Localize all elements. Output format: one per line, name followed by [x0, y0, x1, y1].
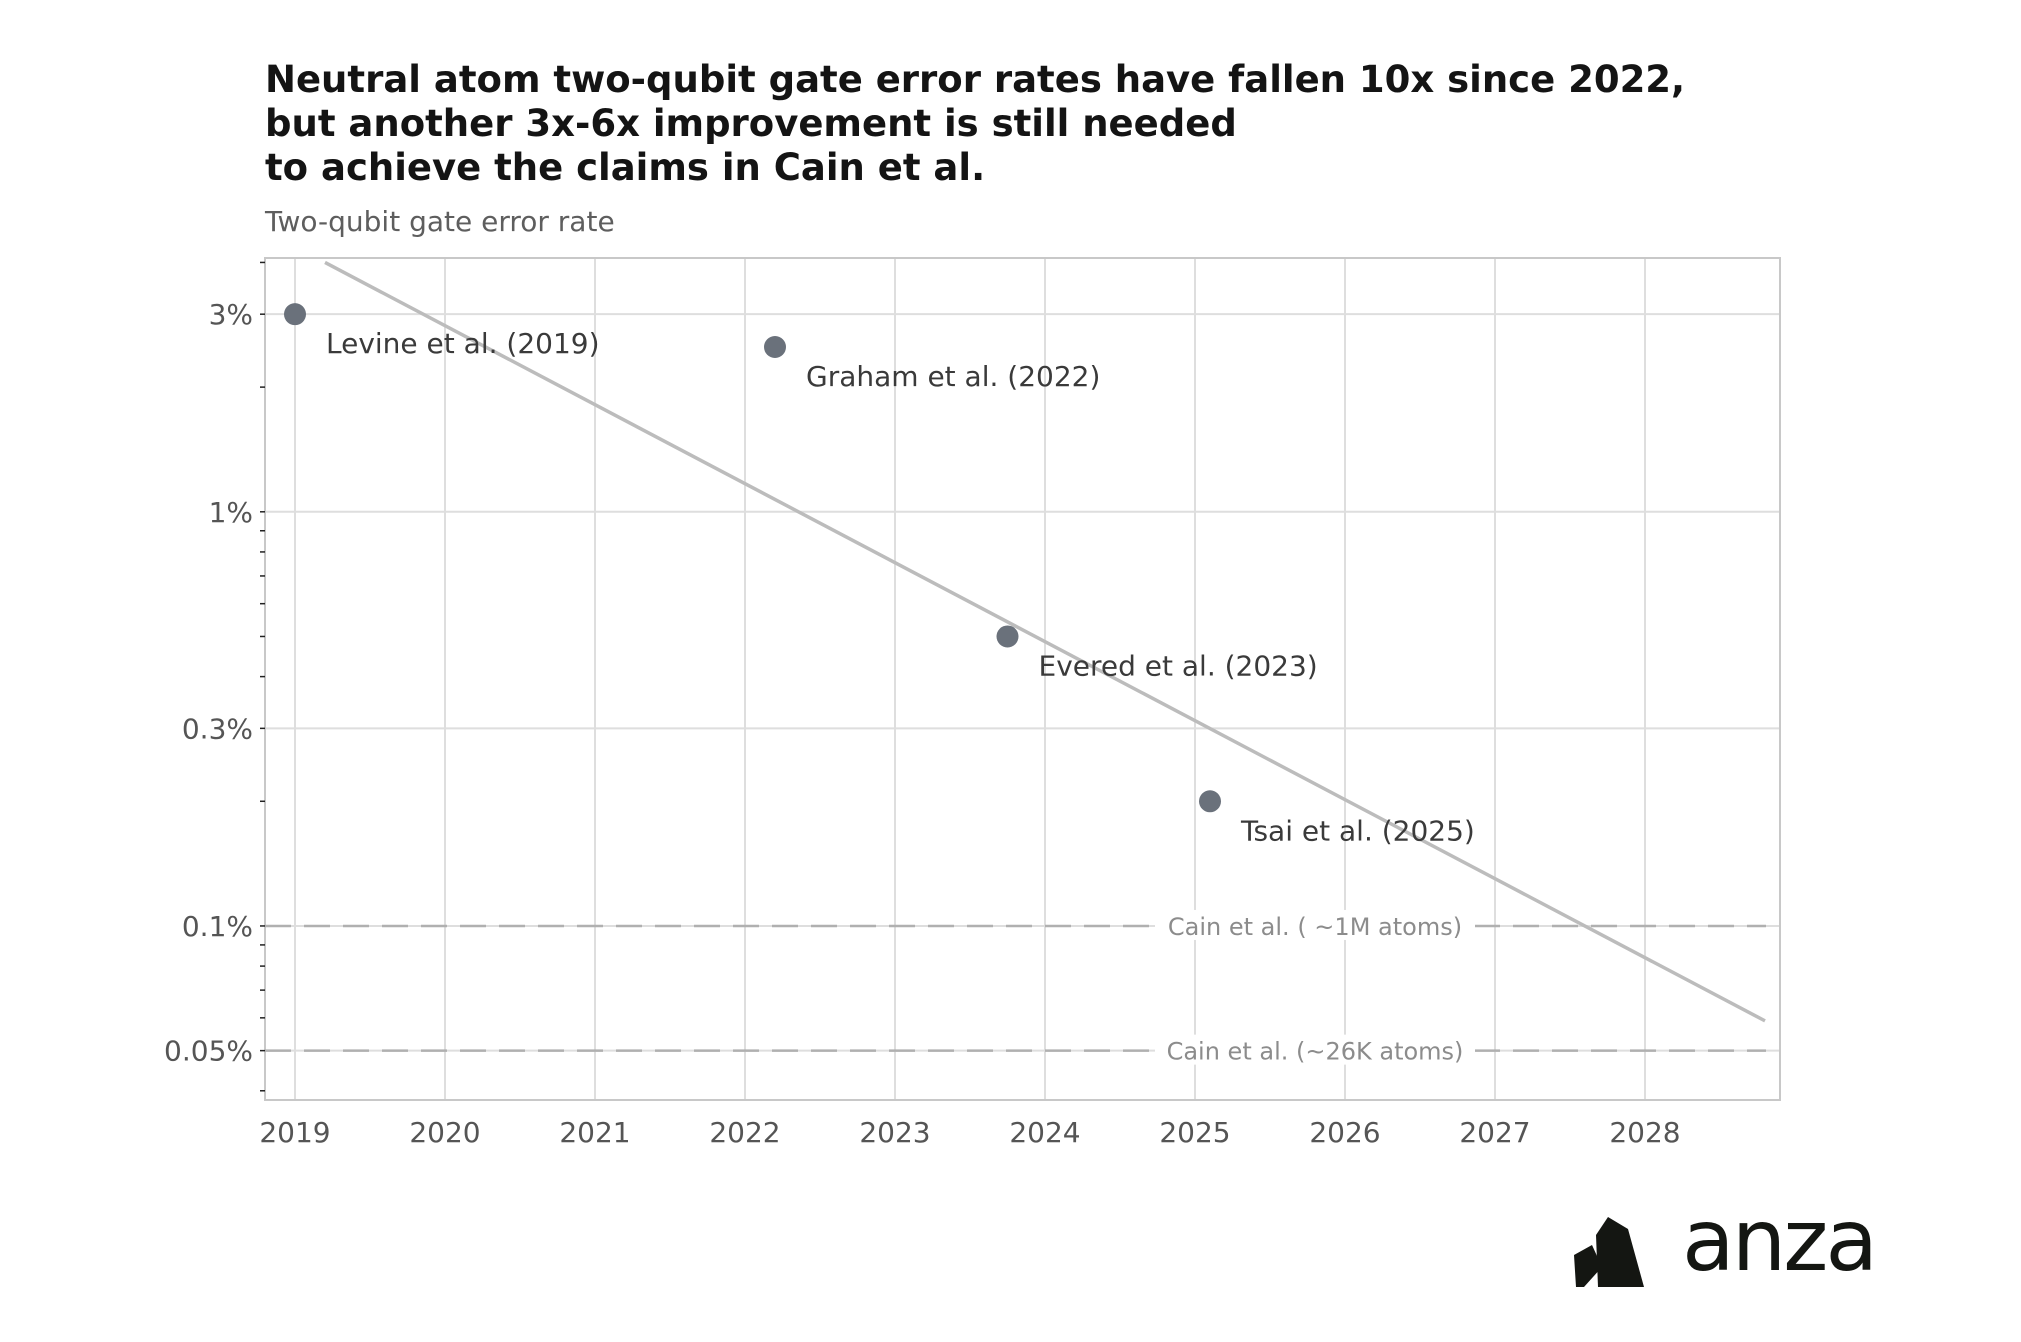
data-point-0: [284, 303, 306, 326]
reference-line-label-0: Cain et al. ( ~1M atoms): [1168, 913, 1462, 941]
x-tick-label: 2028: [1609, 1116, 1680, 1149]
x-tick-label: 2025: [1159, 1116, 1230, 1149]
chart-title-line-3: to achieve the claims in Cain et al.: [265, 146, 986, 189]
data-point-label-3: Tsai et al. (2025): [1240, 814, 1475, 847]
anza-logo: anza: [1570, 1191, 1890, 1305]
y-tick-label: 0.05%: [164, 1035, 253, 1068]
x-tick-label: 2026: [1309, 1116, 1380, 1149]
x-tick-label: 2019: [259, 1116, 330, 1149]
plot-frame: [264, 257, 1781, 1101]
data-point-label-0: Levine et al. (2019): [326, 327, 600, 360]
x-tick-label: 2027: [1459, 1116, 1530, 1149]
data-point-2: [996, 625, 1019, 648]
anza-logo-text: anza: [1682, 1191, 1878, 1291]
chart-subtitle: Two-qubit gate error rate: [265, 205, 615, 238]
data-point-3: [1199, 790, 1221, 813]
y-tick-label: 1%: [209, 496, 253, 529]
reference-label-background-0: [1155, 909, 1475, 940]
x-tick-label: 2021: [559, 1116, 630, 1149]
y-tick-label: 0.3%: [182, 712, 253, 745]
x-tick-label: 2020: [409, 1116, 480, 1149]
chart-title-line-1: Neutral atom two-qubit gate error rates …: [265, 58, 1686, 101]
y-tick-label: 0.1%: [182, 910, 253, 943]
reference-label-background-1: [1155, 1034, 1475, 1065]
reference-line-label-1: Cain et al. (~26K atoms): [1167, 1038, 1464, 1066]
data-point-label-2: Evered et al. (2023): [1039, 649, 1318, 682]
x-tick-label: 2024: [1009, 1116, 1080, 1149]
chart-title-line-2: but another 3x-6x improvement is still n…: [265, 102, 1237, 145]
trend-line: [324, 260, 1766, 1023]
y-tick-label: 3%: [209, 298, 253, 331]
x-tick-label: 2023: [859, 1116, 930, 1149]
data-point-label-1: Graham et al. (2022): [806, 360, 1100, 393]
chart-title: Neutral atom two-qubit gate error rates …: [265, 58, 1965, 190]
data-point-1: [764, 335, 786, 358]
x-tick-label: 2022: [709, 1116, 780, 1149]
anza-logo-mark-icon: [1574, 1217, 1644, 1287]
